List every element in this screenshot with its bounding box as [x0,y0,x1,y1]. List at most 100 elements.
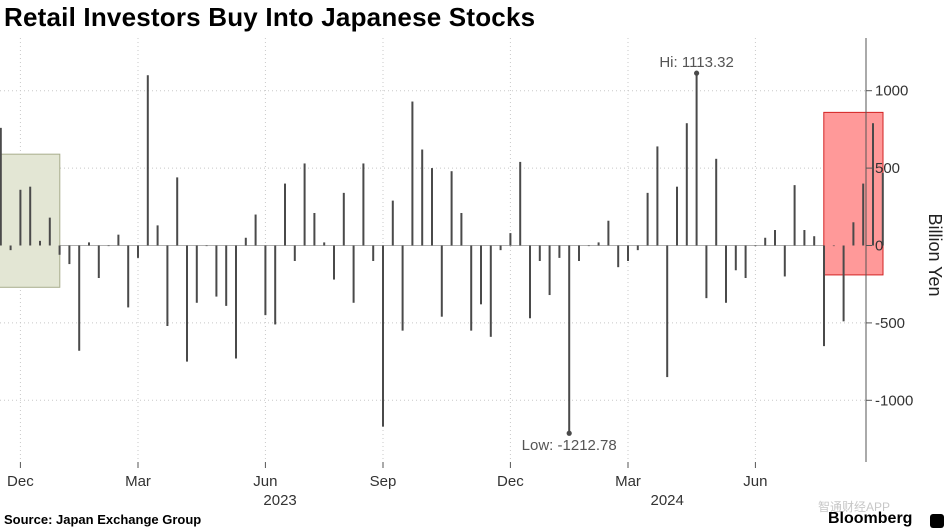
x-month-label: Jun [743,473,767,490]
bar [195,245,198,303]
bar [764,237,767,246]
bar [489,245,492,337]
bar [382,245,384,427]
bar [744,245,747,279]
y-tick-label: -500 [875,315,905,332]
bar [734,245,737,271]
y-tick-label: 0 [875,238,883,255]
bar [401,245,404,331]
watermark: 智通财经APP [818,500,891,514]
bar [29,186,32,246]
bar [284,183,286,246]
x-month-label: Dec [497,473,524,490]
bar [852,222,855,246]
bar [215,245,218,297]
bar [431,168,433,246]
bar [470,245,473,331]
bar [146,75,149,246]
bar [695,73,698,246]
bar [793,185,796,246]
bar [538,245,541,261]
y-tick-label: -1000 [875,392,913,409]
bar [19,189,22,246]
bar [715,158,718,246]
bar [803,230,806,246]
bar [568,245,571,434]
bar [117,234,120,246]
bar [303,163,306,246]
bar [205,245,208,247]
bloomberg-logo-icon [930,514,944,528]
bar [881,172,884,246]
bar [323,242,326,246]
bar [166,245,169,326]
x-year-label: 2024 [651,492,684,509]
bar [725,245,727,303]
bar [685,123,688,246]
bar [186,245,188,362]
annotation-high: Hi: 1113.32 [659,54,734,71]
y-tick-label: 500 [875,160,900,177]
bar [244,237,247,246]
bar [97,245,100,279]
bar [872,123,874,246]
bar [832,245,835,247]
bar [529,245,531,319]
bar [254,214,257,246]
bar [372,245,375,261]
bar [666,245,669,378]
bar [774,230,776,246]
bar [411,101,414,246]
bar [127,245,130,308]
bar [509,233,512,246]
x-month-label: Mar [125,473,151,490]
bar [862,183,865,246]
bar [58,245,61,255]
annotation-marker [694,70,700,76]
bar [636,245,639,251]
bar [342,192,345,246]
bar [656,146,659,246]
bar [225,245,228,306]
bar [68,245,71,265]
bar [783,245,786,277]
bar [176,177,179,246]
bar [587,245,590,247]
bar [9,245,12,251]
axes: 1000 500 0 -500 -1000 Dec Mar Jun Sep Dec Mar Jun 20… [7,38,913,509]
bar [548,245,551,296]
bar [440,245,443,317]
bar [646,192,649,246]
source-note: Source: Japan Exchange Group [4,512,202,527]
bar [78,245,81,351]
x-month-label: Sep [370,473,397,490]
bar [558,245,561,258]
bar [519,161,522,246]
bar [352,245,355,303]
bar [274,245,277,325]
bar-series [0,73,884,434]
bar [156,225,159,246]
annotation-marker [566,430,572,436]
bar [333,245,335,280]
x-month-label: Mar [615,473,641,490]
bar [823,245,825,347]
bar [107,245,110,247]
bar [362,163,365,246]
bar [293,245,296,261]
bar [813,236,816,246]
bar [754,245,757,247]
bar [48,217,51,246]
bar [607,220,610,246]
bar [88,242,90,246]
annotation-low: Low: -1212.78 [522,437,617,454]
bar [597,242,600,246]
bar [421,149,424,246]
bar [39,240,41,246]
bar [578,245,580,261]
bar [460,212,463,246]
bloomberg-logo: Bloomberg [828,510,913,527]
bar [137,245,139,258]
bar [705,245,708,299]
